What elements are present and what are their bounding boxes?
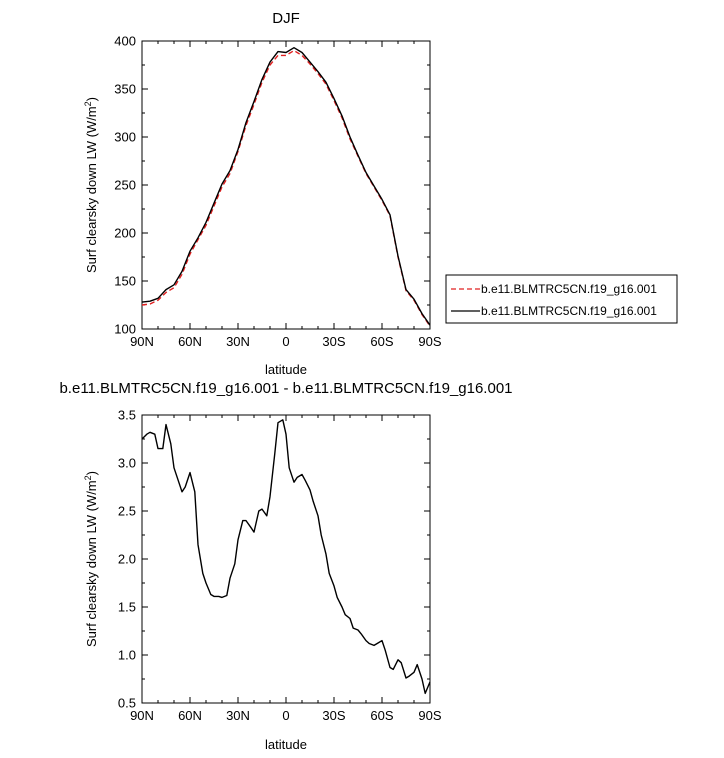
legend-box [445, 274, 678, 324]
y-tick-label: 250 [114, 178, 136, 193]
y-tick-label: 3.5 [118, 408, 136, 423]
x-tick-label: 30S [322, 334, 345, 349]
legend-label-series-1: b.e11.BLMTRC5CN.f19_g16.001 [481, 282, 657, 296]
x-tick-label: 60S [370, 708, 393, 723]
y-tick-label: 1.5 [118, 600, 136, 615]
bottom-x-axis-title: latitude [265, 737, 307, 752]
y-tick-label: 100 [114, 322, 136, 337]
x-tick-label: 0 [282, 334, 289, 349]
plot-frame [141, 40, 431, 330]
series-line-1 [141, 419, 431, 695]
y-tick-label: 2.5 [118, 504, 136, 519]
series-line-1 [141, 49, 431, 327]
y-tick-label: 3.0 [118, 456, 136, 471]
x-tick-label: 30N [226, 334, 250, 349]
x-tick-label: 90S [418, 334, 441, 349]
x-tick-label: 30N [226, 708, 250, 723]
bottom-chart-title: b.e11.BLMTRC5CN.f19_g16.001 - b.e11.BLMT… [59, 380, 512, 397]
x-tick-label: 60N [178, 708, 202, 723]
plot-frame [141, 414, 431, 704]
series-line-2 [141, 47, 431, 326]
legend-label-series-2: b.e11.BLMTRC5CN.f19_g16.001 [481, 304, 657, 318]
y-tick-label: 300 [114, 130, 136, 145]
bottom-panel: b.e11.BLMTRC5CN.f19_g16.001 - b.e11.BLMT… [59, 380, 512, 752]
x-tick-label: 0 [282, 708, 289, 723]
y-tick-label: 0.5 [118, 696, 136, 711]
top-plot-area: 90N 60N 30N 0 30S 60S 90S 100 150 200 250 300 350 400 [114, 34, 442, 350]
legend: b.e11.BLMTRC5CN.f19_g16.001 b.e11.BLMTRC… [445, 274, 678, 324]
x-tick-label: 60N [178, 334, 202, 349]
top-y-axis-title: Surf clearsky down LW (W/m2) [83, 97, 99, 273]
x-tick-label: 60S [370, 334, 393, 349]
y-tick-label: 150 [114, 274, 136, 289]
top-panel: DJF 90N 60N 30N 0 30S 60S 90S 100 150 200 250 300 35… [83, 10, 678, 377]
x-tick-label: 90N [130, 334, 154, 349]
x-tick-label: 90S [418, 708, 441, 723]
y-tick-label: 400 [114, 34, 136, 49]
y-tick-label: 200 [114, 226, 136, 241]
y-tick-label: 350 [114, 82, 136, 97]
top-x-axis-title: latitude [265, 362, 307, 377]
x-tick-label: 30S [322, 708, 345, 723]
top-chart-title: DJF [272, 10, 300, 27]
y-tick-label: 1.0 [118, 648, 136, 663]
y-tick-label: 2.0 [118, 552, 136, 567]
bottom-plot-area: 90N 60N 30N 0 30S 60S 90S 0.5 1.0 1.5 2.0 2.5 3.0 3.5 [118, 408, 442, 724]
x-tick-label: 90N [130, 708, 154, 723]
bottom-y-axis-title: Surf clearsky down LW (W/m2) [83, 471, 99, 647]
